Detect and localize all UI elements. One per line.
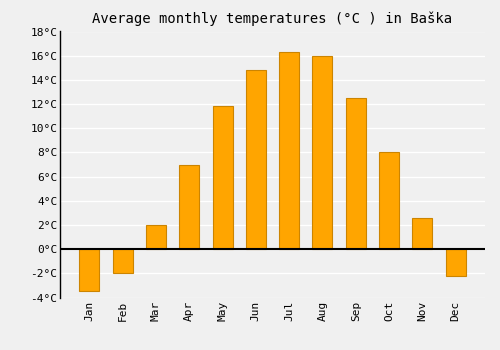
Bar [112, 249, 132, 273]
Title: Average monthly temperatures (°C ) in Baška: Average monthly temperatures (°C ) in Ba… [92, 12, 452, 26]
Bar [312, 56, 332, 249]
Bar [279, 52, 299, 249]
Bar [146, 225, 166, 249]
Bar [246, 70, 266, 249]
Bar [379, 152, 399, 249]
Bar [412, 218, 432, 249]
Bar [346, 98, 366, 249]
Bar [446, 249, 466, 276]
Bar [179, 164, 199, 249]
Bar [80, 249, 100, 292]
Bar [212, 106, 233, 249]
